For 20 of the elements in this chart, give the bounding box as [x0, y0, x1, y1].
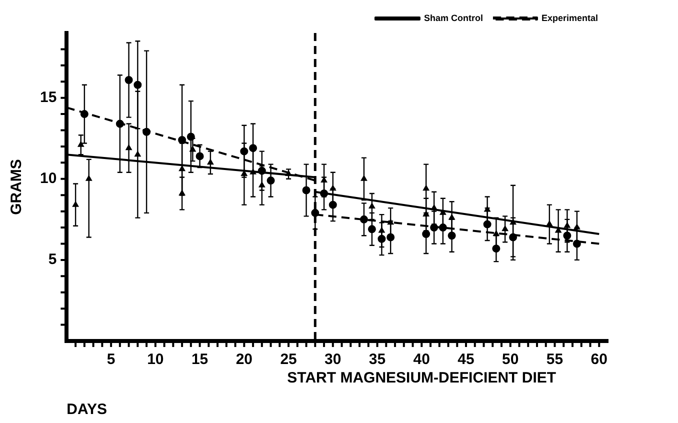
x-tick-label: 20 [236, 351, 253, 368]
x-tick-label: 55 [546, 351, 564, 368]
x-tick-label: 30 [324, 351, 342, 368]
ref-line-label: START MAGNESIUM-DEFICIENT DIET [287, 370, 556, 387]
y-tick-label: 10 [40, 170, 57, 188]
x-tick-label: 5 [106, 351, 116, 368]
x-axis-title: DAYS [66, 401, 107, 418]
x-tick-label: 50 [502, 351, 519, 368]
y-axis-title: GRAMS [8, 159, 26, 215]
legend-label: Experimental [541, 12, 598, 23]
x-tick-label: 40 [413, 351, 430, 368]
x-tick-label: 60 [590, 351, 608, 368]
y-tick-label: 15 [40, 88, 57, 106]
x-tick-label: 45 [458, 351, 474, 368]
legend-label: Sham Control [424, 12, 483, 23]
y-tick-label: 5 [48, 251, 57, 268]
x-tick-label: 35 [368, 351, 386, 368]
x-tick-label: 25 [280, 351, 297, 368]
x-tick-label: 15 [191, 351, 208, 368]
x-tick-label: 10 [147, 351, 164, 368]
